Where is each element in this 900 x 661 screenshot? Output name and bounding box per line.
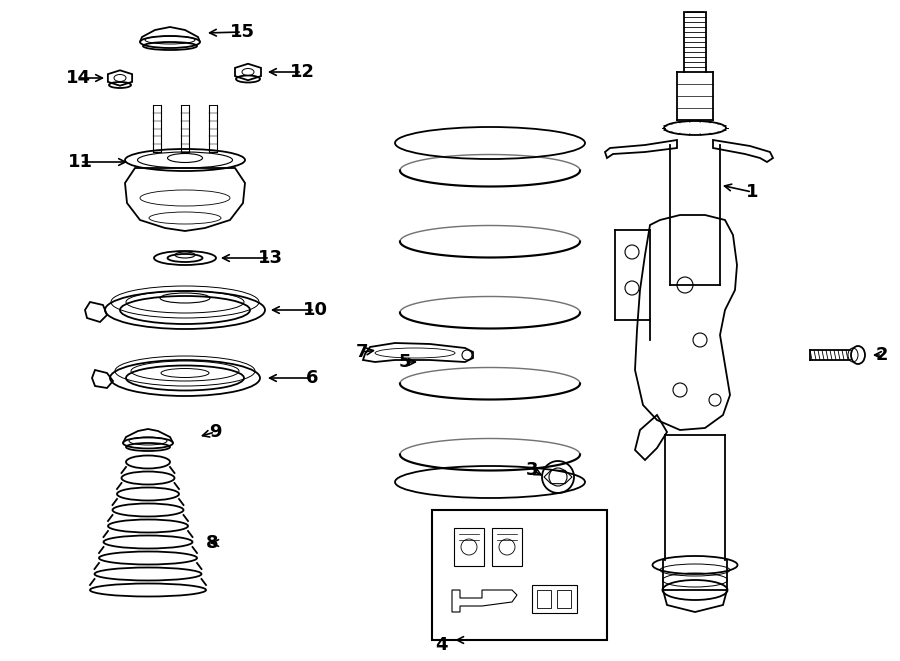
Bar (537, 590, 551, 608)
Bar (492, 528, 522, 566)
Text: 11: 11 (68, 153, 93, 171)
Text: 14: 14 (66, 69, 91, 87)
Bar (432, 510, 607, 640)
Text: 8: 8 (206, 534, 219, 552)
Bar (532, 585, 577, 613)
Text: 13: 13 (257, 249, 283, 267)
Text: 7: 7 (356, 343, 368, 361)
Text: 5: 5 (399, 353, 411, 371)
Text: 12: 12 (290, 63, 314, 81)
Text: 15: 15 (230, 23, 255, 41)
Text: 6: 6 (306, 369, 319, 387)
Text: 4: 4 (435, 636, 447, 654)
Text: 1: 1 (746, 183, 758, 201)
Text: 2: 2 (876, 346, 888, 364)
Text: 9: 9 (209, 423, 221, 441)
Bar (454, 528, 484, 566)
Text: 10: 10 (302, 301, 328, 319)
Bar (557, 590, 571, 608)
Text: 3: 3 (526, 461, 538, 479)
